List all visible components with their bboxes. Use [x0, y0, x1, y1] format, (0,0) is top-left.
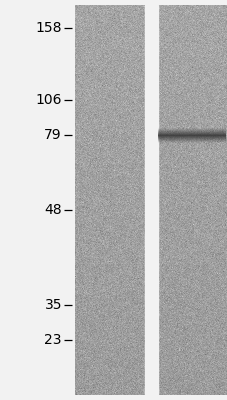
- Text: 23: 23: [44, 333, 62, 347]
- Text: 48: 48: [44, 203, 62, 217]
- Bar: [144, 5, 157, 395]
- Text: 35: 35: [44, 298, 62, 312]
- Text: 79: 79: [44, 128, 62, 142]
- Text: 158: 158: [35, 21, 62, 35]
- Text: 106: 106: [35, 93, 62, 107]
